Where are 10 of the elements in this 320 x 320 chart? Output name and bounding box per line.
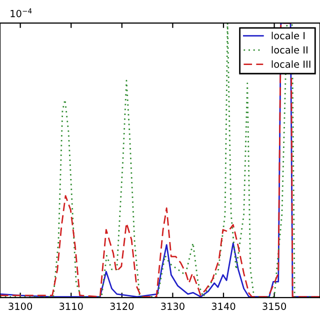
x-tick-label: 3140: [212, 302, 236, 310]
legend-label: locale II: [272, 46, 308, 54]
legend-label: locale III: [272, 60, 310, 68]
x-tick-label: 3150: [262, 302, 286, 310]
x-tick-label: 3130: [161, 302, 184, 310]
legend-label: locale I: [272, 32, 305, 40]
text: 10$^{−4}$: [10, 8, 32, 18]
x-tick-label: 3120: [110, 302, 134, 310]
x-tick-label: 3100: [8, 302, 32, 310]
x-tick-label: 3110: [59, 302, 83, 310]
